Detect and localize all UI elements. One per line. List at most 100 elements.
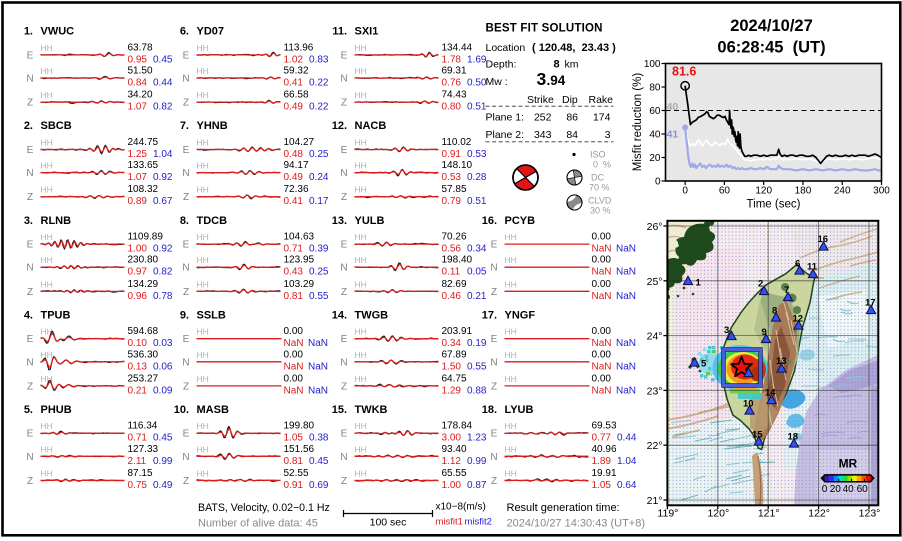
svg-text:TDCB: TDCB (197, 215, 228, 227)
svg-text:NaN: NaN (592, 267, 612, 278)
svg-text:0.69: 0.69 (309, 480, 329, 491)
svg-text:HH: HH (197, 468, 209, 478)
svg-text:3.: 3. (24, 215, 33, 227)
svg-text:x10−8(m/s): x10−8(m/s) (436, 502, 486, 513)
svg-text:0.17: 0.17 (309, 196, 329, 207)
svg-text:0.45: 0.45 (153, 54, 173, 65)
svg-text:30 %: 30 % (590, 206, 611, 216)
svg-text:1.00: 1.00 (128, 244, 148, 255)
svg-text:HH: HH (41, 90, 53, 100)
svg-text:HH: HH (41, 350, 53, 360)
svg-text:6: 6 (795, 259, 800, 270)
svg-text:Z: Z (183, 476, 189, 487)
svg-text:HH: HH (197, 279, 209, 289)
svg-text:0.83: 0.83 (309, 54, 329, 65)
svg-text:0.44: 0.44 (617, 433, 637, 444)
svg-text:Z: Z (183, 381, 189, 392)
svg-text:174: 174 (593, 112, 611, 124)
svg-text:1.07: 1.07 (128, 102, 148, 113)
svg-text:0.84: 0.84 (128, 78, 148, 89)
svg-text:ISO: ISO (590, 150, 606, 160)
svg-text:12.: 12. (332, 120, 347, 132)
svg-text:E: E (491, 429, 498, 440)
svg-text:120°: 120° (707, 507, 729, 519)
svg-text:0.53: 0.53 (442, 172, 462, 183)
svg-text:0.28: 0.28 (467, 172, 487, 183)
svg-text:1.78: 1.78 (442, 54, 462, 65)
svg-text:NaN: NaN (592, 338, 612, 349)
svg-text:0.45: 0.45 (153, 433, 173, 444)
svg-text:0.34: 0.34 (467, 244, 487, 255)
svg-text:HH: HH (197, 185, 209, 195)
svg-text:0.38: 0.38 (309, 433, 329, 444)
svg-text:E: E (183, 50, 190, 61)
svg-text:536.30: 536.30 (128, 349, 159, 360)
svg-text:0.99: 0.99 (467, 456, 487, 467)
svg-text:82.69: 82.69 (442, 279, 467, 290)
svg-text:TWKB: TWKB (355, 404, 388, 416)
svg-text:52.55: 52.55 (284, 468, 309, 479)
svg-text:E: E (341, 145, 348, 156)
svg-text:NaN: NaN (284, 361, 304, 372)
svg-text:3: 3 (605, 129, 611, 141)
svg-text:E: E (27, 145, 34, 156)
svg-text:0.10: 0.10 (128, 338, 148, 349)
svg-text:10.: 10. (174, 404, 189, 416)
svg-text:7.: 7. (180, 120, 189, 132)
svg-text:HH: HH (197, 138, 209, 148)
svg-text:NaN: NaN (592, 385, 612, 396)
svg-text:Strike: Strike (527, 94, 554, 106)
svg-text:1.02: 1.02 (284, 54, 304, 65)
svg-text:HH: HH (355, 138, 367, 148)
svg-text:YNGF: YNGF (505, 309, 536, 321)
svg-text:HH: HH (505, 327, 517, 337)
svg-text:HH: HH (505, 468, 517, 478)
svg-text:N: N (182, 263, 189, 274)
svg-text:1.29: 1.29 (442, 385, 462, 396)
svg-text:0.11: 0.11 (442, 267, 461, 278)
svg-text:0.43: 0.43 (284, 267, 304, 278)
svg-text:0.81: 0.81 (284, 291, 304, 302)
svg-text:15.: 15. (332, 404, 347, 416)
svg-text:HH: HH (197, 43, 209, 53)
svg-text:0.92: 0.92 (153, 244, 173, 255)
svg-text:HH: HH (355, 327, 367, 337)
svg-text:198.40: 198.40 (442, 255, 473, 266)
svg-text:122°: 122° (808, 507, 830, 519)
svg-text:0.34: 0.34 (442, 338, 462, 349)
svg-text:N: N (340, 168, 347, 179)
svg-text:1.89: 1.89 (592, 456, 612, 467)
svg-text:NaN: NaN (308, 361, 328, 372)
svg-text:km: km (565, 59, 579, 71)
svg-text:misfit2: misfit2 (465, 517, 492, 528)
svg-text:HH: HH (197, 255, 209, 265)
svg-text:1.05: 1.05 (592, 480, 612, 491)
svg-text:N: N (182, 452, 189, 463)
svg-text:HH: HH (355, 185, 367, 195)
svg-text:1.07: 1.07 (128, 172, 148, 183)
svg-text:HH: HH (355, 66, 367, 76)
svg-text:67.89: 67.89 (442, 349, 467, 360)
svg-text:69.53: 69.53 (592, 421, 617, 432)
svg-text:Z: Z (183, 98, 189, 109)
svg-text:18.: 18. (482, 404, 497, 416)
svg-text:Z: Z (341, 381, 347, 392)
svg-text:HH: HH (505, 255, 517, 265)
svg-text:TWGB: TWGB (355, 309, 389, 321)
svg-text:300: 300 (873, 186, 890, 197)
svg-text:3.00: 3.00 (442, 433, 462, 444)
svg-text:PCYB: PCYB (505, 215, 536, 227)
svg-text:NaN: NaN (284, 338, 304, 349)
svg-text:103.29: 103.29 (284, 279, 315, 290)
svg-text:133.65: 133.65 (128, 160, 159, 171)
svg-text:MR: MR (839, 457, 858, 471)
svg-text:E: E (183, 240, 190, 251)
svg-text:0.82: 0.82 (153, 102, 173, 113)
svg-text:0.64: 0.64 (617, 480, 637, 491)
svg-text:8: 8 (554, 59, 560, 71)
svg-text:06:28:45 (UT): 06:28:45 (UT) (717, 39, 825, 57)
svg-text:178.84: 178.84 (442, 421, 473, 432)
svg-text:134.29: 134.29 (128, 279, 159, 290)
svg-text:Z: Z (341, 98, 347, 109)
svg-text:104.27: 104.27 (284, 137, 315, 148)
